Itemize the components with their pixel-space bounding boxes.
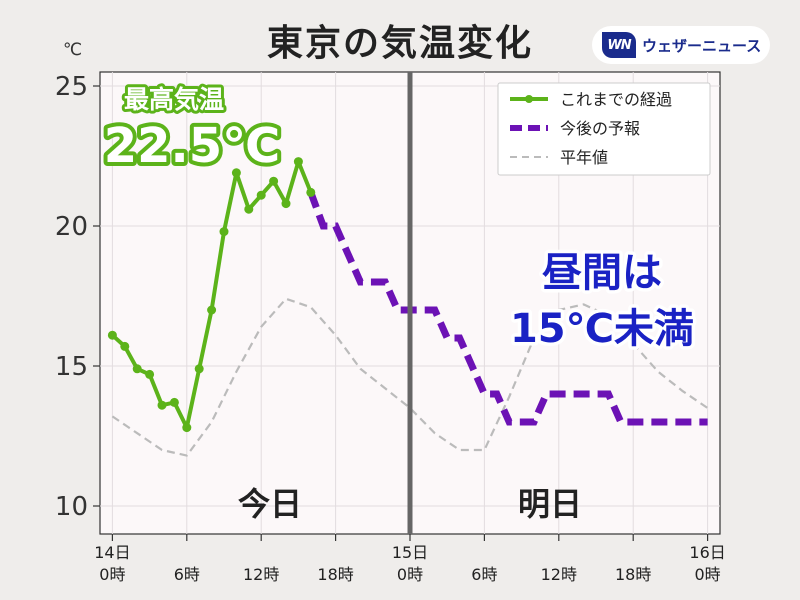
wn-logo-icon: WN <box>602 32 636 58</box>
observed-point <box>281 199 291 209</box>
x-tick-label-hour: 0時 <box>397 565 423 584</box>
observed-point <box>107 330 117 340</box>
legend-normal-label: 平年値 <box>560 148 608 167</box>
observed-point <box>219 227 229 237</box>
y-tick-label: 20 <box>55 212 88 242</box>
x-tick-label-day: 14日 <box>94 543 130 562</box>
logo-text: ウェザーニュース <box>642 36 762 55</box>
x-tick-label-hour: 0時 <box>99 565 125 584</box>
normal-series <box>111 297 709 457</box>
forecast-series <box>307 191 708 426</box>
legend-observed-label: これまでの経過 <box>560 90 672 109</box>
observed-point <box>293 157 303 167</box>
y-tick-label: 25 <box>55 72 88 102</box>
observed-point <box>132 364 142 374</box>
x-tick-label-hour: 0時 <box>695 565 721 584</box>
observed-point <box>256 190 266 200</box>
observed-point <box>169 397 179 407</box>
x-tick-label-hour: 18時 <box>615 565 651 584</box>
x-tick-label-hour: 12時 <box>541 565 577 584</box>
legend: これまでの経過 今後の予報 平年値 <box>497 82 711 176</box>
x-tick-label-hour: 6時 <box>471 565 497 584</box>
y-tick-label: 10 <box>55 492 88 522</box>
callout-line2: 15℃未満 <box>510 306 694 352</box>
axes: 14日 0時 6時 12時 18時 15日 0時 6時 12時 18時 16日 0時 10 15 20 25 <box>55 72 726 584</box>
observed-point <box>269 176 279 186</box>
observed-point <box>194 364 204 374</box>
normal-line <box>111 297 709 457</box>
weathernews-logo: WN ウェザーニュース <box>592 26 770 64</box>
observed-point <box>207 305 217 315</box>
observed-series <box>107 157 316 433</box>
max-temp-value: 22.5℃ <box>104 118 281 174</box>
y-axis-unit: ℃ <box>63 40 82 60</box>
x-tick-label-hour: 18時 <box>317 565 353 584</box>
observed-point <box>182 423 192 433</box>
today-label: 今日 <box>238 485 302 523</box>
x-tick-label-day: 16日 <box>689 543 725 562</box>
tomorrow-label: 明日 <box>518 485 582 523</box>
observed-point <box>231 168 241 178</box>
observed-point <box>157 400 167 410</box>
legend-forecast-label: 今後の予報 <box>560 119 640 138</box>
observed-point <box>120 341 130 351</box>
x-tick-label-day: 15日 <box>392 543 428 562</box>
x-tick-label-hour: 12時 <box>243 565 279 584</box>
callout-line1: 昼間は <box>542 250 662 296</box>
observed-point <box>145 369 155 379</box>
y-tick-label: 15 <box>55 352 88 382</box>
observed-point <box>306 187 316 197</box>
max-temp-label: 最高気温 <box>124 85 224 114</box>
forecast-line <box>307 191 708 426</box>
observed-point <box>244 204 254 214</box>
legend-box <box>497 82 711 176</box>
page-title: 東京の気温変化 <box>266 23 533 64</box>
x-tick-label-hour: 6時 <box>174 565 200 584</box>
legend-observed-marker <box>525 95 533 103</box>
